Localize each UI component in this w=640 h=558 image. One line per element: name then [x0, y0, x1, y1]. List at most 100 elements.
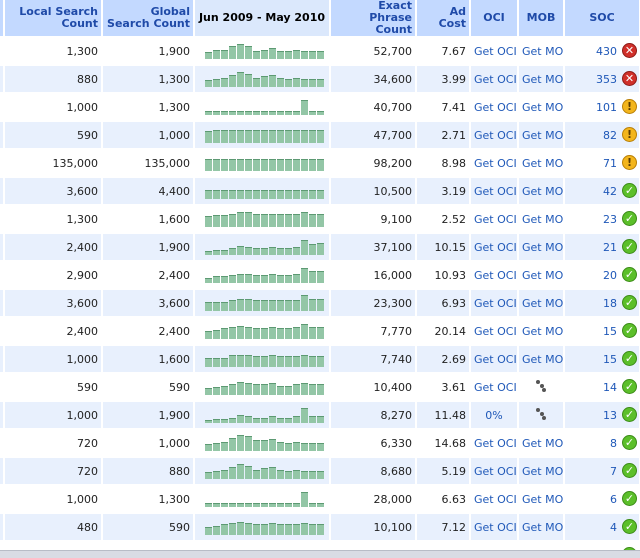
- get-oci-link[interactable]: Get OCI: [470, 541, 519, 550]
- get-oci-link[interactable]: Get OCI: [470, 345, 519, 374]
- trend-sparkline: [205, 211, 325, 227]
- trend-sparkline: [205, 351, 325, 367]
- get-oci-link[interactable]: Get OCI: [470, 121, 519, 150]
- exact-phrase-count-cell: 6,330: [330, 429, 417, 458]
- soc-value: 14: [603, 380, 617, 394]
- local-search-count-cell: 135,000: [4, 149, 103, 178]
- get-oci-link[interactable]: Get OCI: [470, 429, 519, 458]
- col-header-trend[interactable]: Jun 2009 - May 2010: [194, 0, 331, 38]
- col-header-ad-cost[interactable]: Ad Cost: [416, 0, 471, 38]
- get-mob-link[interactable]: Get MOB: [518, 177, 565, 206]
- exact-phrase-count-cell: 16,000: [330, 261, 417, 290]
- trend-bar: [245, 130, 252, 143]
- get-oci-link[interactable]: Get OCI: [470, 149, 519, 178]
- col-header-oci[interactable]: OCI: [470, 0, 519, 38]
- get-oci-link[interactable]: Get OCI: [470, 233, 519, 262]
- get-mob-link[interactable]: Get MOB: [518, 457, 565, 486]
- get-oci-link[interactable]: Get OCI: [470, 485, 519, 514]
- exact-phrase-count-cell: 9,100: [330, 205, 417, 234]
- get-mob-link[interactable]: Get MOB: [518, 37, 565, 66]
- check-icon: ✓: [622, 435, 637, 450]
- get-mob-link[interactable]: Get MOB: [518, 93, 565, 122]
- trend-bar: [229, 214, 236, 227]
- get-oci-link[interactable]: Get OCI: [470, 93, 519, 122]
- trend-bar: [293, 524, 300, 535]
- trend-bar: [317, 243, 324, 255]
- get-oci-link[interactable]: 0%: [470, 401, 519, 430]
- col-header-local-search-count[interactable]: Local Search Count: [4, 0, 103, 38]
- get-mob-link[interactable]: Get MOB: [518, 205, 565, 234]
- get-mob-link[interactable]: Get MOB: [518, 485, 565, 514]
- check-icon: ✓: [622, 519, 637, 534]
- soc-cell: 4✓: [564, 541, 640, 550]
- horizontal-scrollbar[interactable]: [0, 550, 640, 558]
- soc-value: 4: [610, 549, 617, 551]
- get-mob-link[interactable]: Get MOB: [518, 149, 565, 178]
- ad-cost-cell: 3.19: [416, 177, 471, 206]
- get-oci-link[interactable]: Get OCI: [470, 317, 519, 346]
- trend-bar: [261, 275, 268, 283]
- row-handle: [0, 429, 5, 458]
- trend-bar: [245, 355, 252, 367]
- trend-sparkline-cell: [194, 541, 331, 550]
- trend-bar: [269, 111, 276, 115]
- get-mob-link[interactable]: Get MOB: [518, 261, 565, 290]
- get-mob-link[interactable]: Get MOB: [518, 121, 565, 150]
- trend-bar: [285, 248, 292, 255]
- soc-value: 430: [596, 44, 617, 58]
- trend-sparkline: [205, 379, 325, 395]
- trend-bar: [309, 356, 316, 367]
- get-mob-link[interactable]: Get MOB: [518, 345, 565, 374]
- get-oci-link[interactable]: Get OCI: [470, 205, 519, 234]
- col-header-soc[interactable]: SOC: [564, 0, 640, 38]
- col-header-mob[interactable]: MOB: [518, 0, 565, 38]
- ad-cost-cell: 6.93: [416, 289, 471, 318]
- trend-bar: [237, 415, 244, 423]
- col-header-global-search-count[interactable]: Global Search Count: [102, 0, 195, 38]
- get-mob-link[interactable]: Get MOB: [518, 233, 565, 262]
- col-header-exact-phrase-count[interactable]: Exact Phrase Count: [330, 0, 417, 38]
- trend-bar: [301, 324, 308, 339]
- trend-bar: [309, 79, 316, 87]
- trend-bar: [245, 466, 252, 479]
- get-oci-link[interactable]: Get OCI: [470, 177, 519, 206]
- trend-bar: [317, 471, 324, 479]
- row-handle: [0, 373, 5, 402]
- trend-bar: [245, 74, 252, 87]
- trend-bar: [293, 503, 300, 507]
- trend-sparkline-cell: [194, 345, 331, 374]
- soc-value: 82: [603, 128, 617, 142]
- trend-bar: [245, 159, 252, 171]
- get-mob-link[interactable]: Get MOB: [518, 65, 565, 94]
- get-mob-link[interactable]: Get MOB: [518, 513, 565, 542]
- trend-bar: [285, 356, 292, 367]
- get-oci-link[interactable]: Get OCI: [470, 37, 519, 66]
- soc-cell: 353 ✕: [564, 65, 640, 94]
- trend-bar: [269, 523, 276, 535]
- trend-bar: [237, 44, 244, 59]
- trend-bar: [317, 503, 324, 507]
- soc-cell: 430 ✕: [564, 37, 640, 66]
- error-x-icon: ✕: [622, 43, 637, 58]
- get-oci-link[interactable]: Get OCI: [470, 289, 519, 318]
- soc-value: 4: [610, 520, 617, 534]
- row-handle: [0, 177, 5, 206]
- get-oci-link[interactable]: Get OCI: [470, 373, 519, 402]
- get-mob-link[interactable]: Get MOB: [518, 541, 565, 550]
- global-search-count-cell: 1,000: [102, 429, 195, 458]
- get-oci-link[interactable]: Get OCI: [470, 261, 519, 290]
- soc-cell: 15 ✓: [564, 317, 640, 346]
- trend-bar: [309, 190, 316, 199]
- global-search-count-cell: 880: [102, 541, 195, 550]
- get-mob-link[interactable]: Get MOB: [518, 289, 565, 318]
- get-oci-link[interactable]: Get OCI: [470, 65, 519, 94]
- row-handle: [0, 289, 5, 318]
- ad-cost-cell: 20.14: [416, 317, 471, 346]
- trend-bar: [317, 416, 324, 423]
- trend-bar: [277, 524, 284, 535]
- get-mob-link[interactable]: Get MOB: [518, 429, 565, 458]
- get-mob-link[interactable]: Get MOB: [518, 317, 565, 346]
- get-oci-link[interactable]: Get OCI: [470, 513, 519, 542]
- get-oci-link[interactable]: Get OCI: [470, 457, 519, 486]
